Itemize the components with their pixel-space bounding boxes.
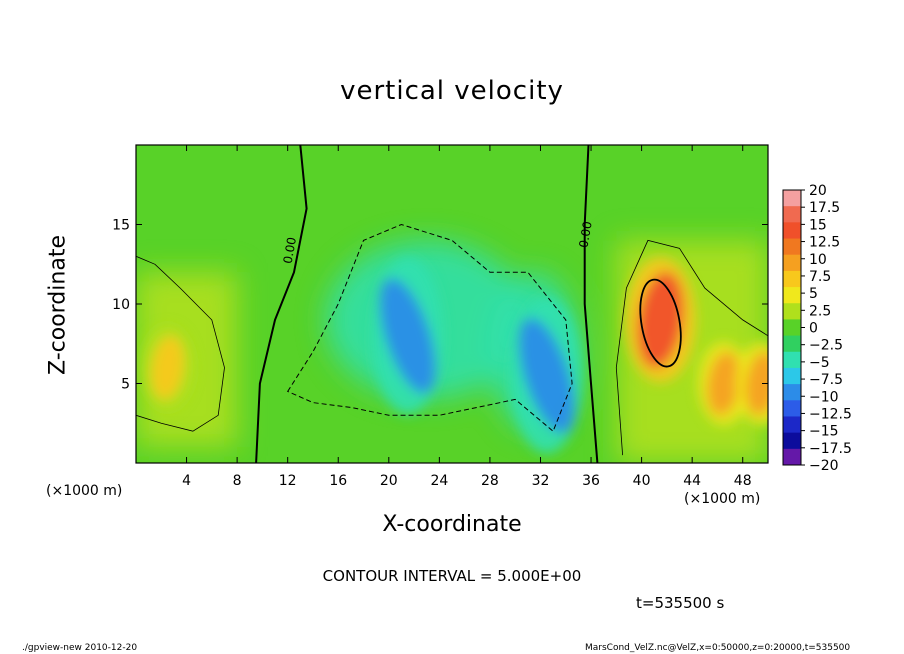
colorbar-segment-4 (783, 254, 801, 272)
colorbar-label-2: 15 (809, 217, 827, 233)
colorbar-segment-16 (783, 448, 801, 466)
x-tick-label-5: 24 (430, 473, 448, 489)
colorbar-label-5: 7.5 (809, 269, 831, 285)
y-axis-label: Z-coordinate (45, 235, 71, 375)
x-tick-label-4: 20 (380, 473, 398, 489)
x-tick-label-0: 4 (182, 473, 191, 489)
colorbar-label-12: −10 (809, 389, 839, 405)
x-unit-label-right: (×1000 m) (684, 491, 761, 507)
feature-core-5 (518, 318, 575, 434)
colorbar-label-3: 12.5 (809, 235, 840, 251)
feature-core-0 (151, 335, 185, 400)
feature-core-2 (707, 351, 741, 416)
velocity-field (136, 145, 768, 463)
x-tick-label-11: 48 (734, 473, 752, 489)
colorbar-segment-8 (783, 319, 801, 337)
strong-updraft-contour (639, 278, 682, 368)
feature-core-4 (379, 278, 436, 394)
contour-label-0: 0.00 (281, 236, 299, 265)
x-tick-label-3: 16 (329, 473, 347, 489)
colorbar-label-4: 10 (809, 252, 827, 268)
time-stamp: t=535500 s (636, 594, 725, 612)
colorbar-segment-5 (783, 270, 801, 288)
colorbar-label-0: 20 (809, 183, 827, 199)
footer-program: ./gpview-new 2010-12-20 (22, 643, 138, 653)
x-tick-label-8: 36 (582, 473, 600, 489)
colorbar-label-14: −15 (809, 424, 839, 440)
colorbar-label-10: −5 (809, 355, 830, 371)
y-tick-label-0: 5 (121, 377, 130, 393)
colorbar-segment-3 (783, 238, 801, 256)
x-tick-label-2: 12 (279, 473, 297, 489)
zero-contour-1 (583, 145, 599, 463)
colorbar-segment-2 (783, 222, 801, 240)
colorbar-segment-1 (783, 206, 801, 223)
positive-contour-right (615, 239, 768, 456)
colorbar-label-1: 17.5 (809, 200, 840, 216)
positive-contour-left (136, 255, 225, 432)
y-tick-label-2: 15 (112, 218, 130, 234)
x-tick-label-6: 28 (481, 473, 499, 489)
colorbar-segment-12 (783, 384, 801, 401)
x-axis-label: X-coordinate (382, 512, 522, 537)
feature-core-3 (745, 351, 768, 416)
colorbar-label-16: −20 (809, 458, 839, 474)
footer-source: MarsCond_VelZ.nc@VelZ,x=0:50000,z=0:2000… (585, 643, 851, 653)
x-tick-label-1: 8 (233, 473, 242, 489)
x-tick-label-7: 32 (532, 473, 550, 489)
colorbar-label-8: 0 (809, 321, 818, 337)
negative-contour (286, 223, 573, 433)
colorbar-segment-7 (783, 303, 801, 320)
chart-title: vertical velocity (340, 76, 564, 106)
colorbar-segment-10 (783, 351, 801, 369)
colorbar-label-13: −12.5 (809, 406, 852, 422)
colorbar-segment-15 (783, 432, 801, 450)
colorbar-label-7: 2.5 (809, 303, 831, 319)
colorbar-segment-9 (783, 335, 801, 353)
colorbar-segment-14 (783, 416, 801, 434)
colorbar-segment-11 (783, 367, 801, 385)
colorbar-label-11: −7.5 (809, 372, 843, 388)
x-tick-label-10: 44 (683, 473, 701, 489)
colorbar-segment-6 (783, 287, 801, 304)
colorbar-label-15: −17.5 (809, 441, 852, 457)
zero-contour-0 (255, 145, 308, 463)
x-unit-label-left: (×1000 m) (46, 483, 123, 499)
colorbar-label-9: −2.5 (809, 338, 843, 354)
colorbar-segment-0 (783, 190, 801, 207)
x-tick-label-9: 40 (633, 473, 651, 489)
colorbar-label-6: 5 (809, 286, 818, 302)
contour-lines: 0.00 0.00 (136, 145, 768, 463)
y-tick-label-1: 10 (112, 297, 130, 313)
contour-label-1: 0.00 (576, 220, 594, 249)
contour-interval-text: CONTOUR INTERVAL = 5.000E+00 (322, 567, 582, 585)
colorbar-segment-13 (783, 400, 801, 417)
